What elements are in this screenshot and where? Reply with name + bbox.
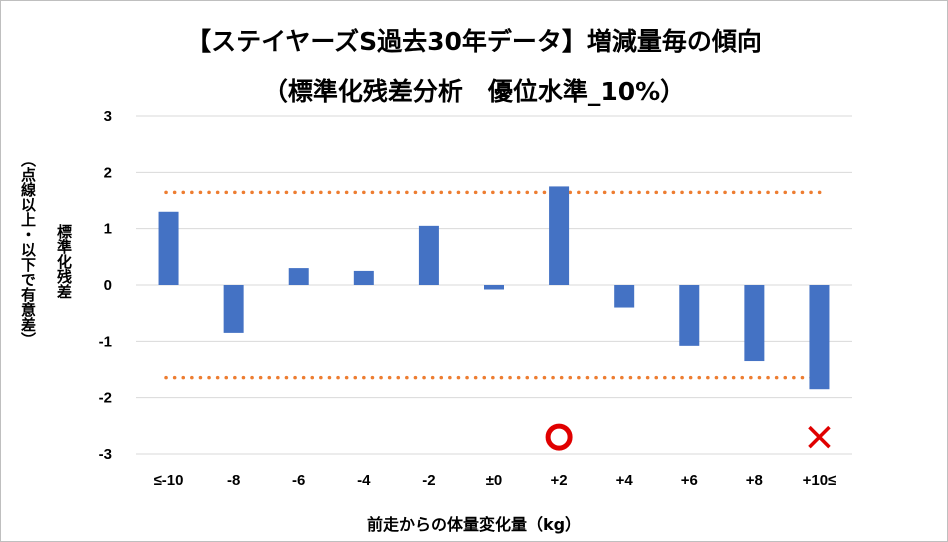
y-tick-label: -2 [99,390,112,407]
bar [353,270,374,285]
bar [549,186,570,285]
y-tick-label: 3 [104,108,112,125]
chart-title: 【ステイヤーズS過去30年データ】増減量毎の傾向 [186,27,762,56]
y-tick-label: 1 [104,221,112,238]
x-tick-label: -6 [292,472,305,489]
bad-mark-icon [808,425,831,449]
x-tick-label: ±0 [486,472,503,489]
x-axis-label: 前走からの体量変化量（kg） [366,515,582,534]
x-tick-label: -8 [227,472,240,489]
bar [679,285,700,346]
x-tick-label: +10≤ [803,472,837,489]
bar [809,285,830,390]
y-axis-label: 標準化残差 [55,224,73,299]
bar [744,285,765,362]
x-tick-label: +4 [616,472,634,489]
y-axis-note: （点線以上・以下で有意差） [19,152,37,347]
x-tick-label: -4 [357,472,371,489]
chart-subtitle: （標準化残差分析 優位水準_10%） [262,77,686,106]
x-tick-label: ≤-10 [154,472,184,489]
bar [223,285,244,333]
x-tick-label: -2 [422,472,435,489]
x-tick-label: +6 [681,472,698,489]
x-tick-label: +2 [551,472,568,489]
bar [418,225,439,285]
good-mark-icon [545,423,573,451]
y-tick-label: 2 [104,164,112,181]
bar [158,211,179,285]
bar [288,268,309,285]
bar [614,285,635,308]
y-tick-label: -3 [99,446,112,463]
y-tick-label: 0 [104,277,112,294]
bar [484,285,504,290]
x-tick-label: +8 [746,472,763,489]
y-tick-label: -1 [99,333,112,350]
